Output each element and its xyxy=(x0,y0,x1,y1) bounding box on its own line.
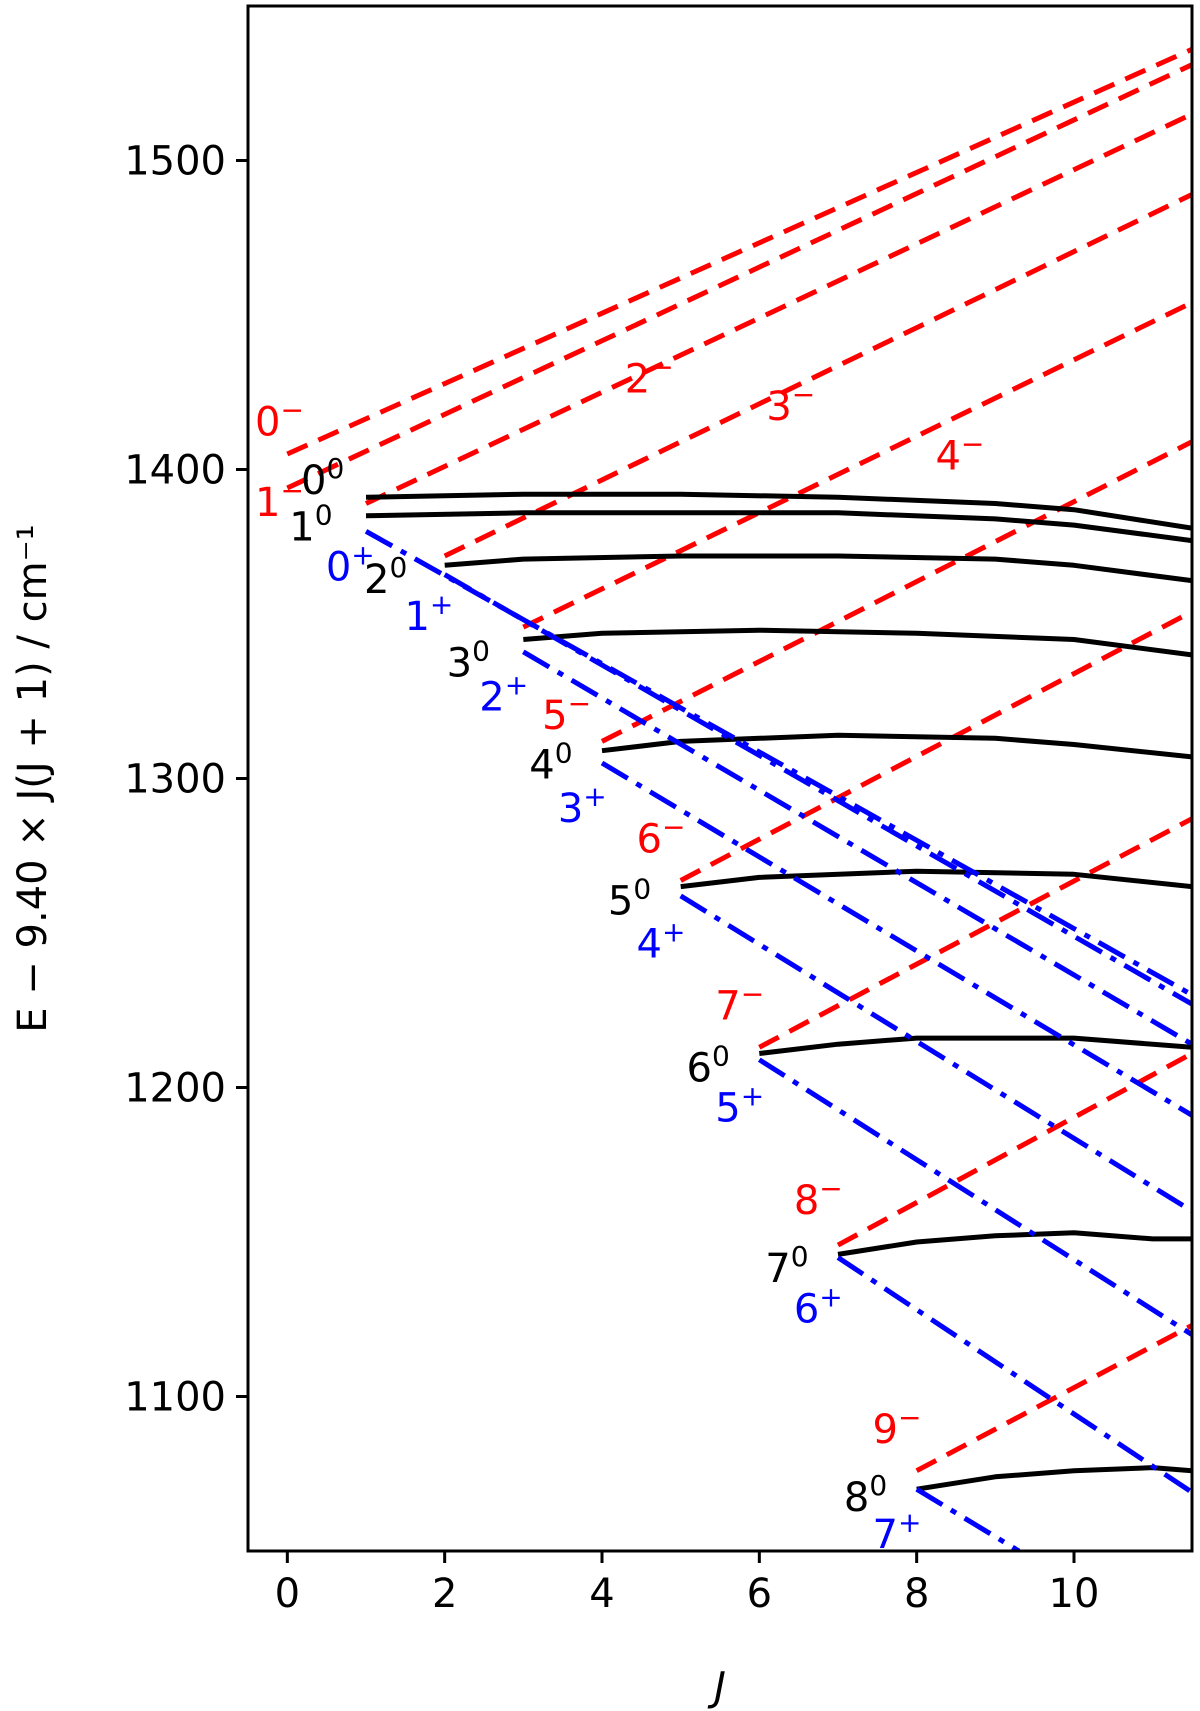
curve-label-zero-6: 60 xyxy=(687,1039,730,1091)
x-tick-label: 2 xyxy=(432,1571,457,1617)
series-minus-5 xyxy=(600,439,1192,744)
series-zero-5 xyxy=(680,868,1192,890)
series-minus-6 xyxy=(679,609,1192,883)
y-tick-label: 1100 xyxy=(124,1375,226,1421)
plot-frame xyxy=(246,4,1194,1553)
x-tick-label: 10 xyxy=(1049,1571,1100,1617)
series-minus-0 xyxy=(286,47,1192,457)
series-plus-5 xyxy=(757,1057,1192,1337)
curve-label-zero-2: 20 xyxy=(364,551,407,603)
x-tick-label: 4 xyxy=(589,1571,614,1617)
series-plus-2 xyxy=(522,649,1192,1047)
series-minus-2 xyxy=(364,111,1192,506)
x-tick-label: 0 xyxy=(275,1571,300,1617)
curve-label-plus-4: 4+ xyxy=(637,916,686,968)
curve-label-minus-5: 5− xyxy=(542,687,591,739)
y-tick-label: 1400 xyxy=(124,448,226,494)
series-plus-4 xyxy=(679,893,1192,1214)
x-axis-title: J xyxy=(707,1664,726,1710)
series-zero-4 xyxy=(601,732,1192,760)
series-zero-3 xyxy=(523,627,1192,658)
series-minus-9 xyxy=(915,1323,1192,1473)
curves-layer xyxy=(286,47,1192,1551)
curve-label-minus-8: 8− xyxy=(794,1172,843,1224)
series-plus-3 xyxy=(600,760,1192,1118)
series-zero-7 xyxy=(837,1230,1192,1257)
y-axis-title: E − 9.40 × J(J + 1) / cm⁻¹ xyxy=(10,524,56,1032)
series-plus-6 xyxy=(836,1255,1192,1495)
curve-label-plus-3: 3+ xyxy=(558,780,607,832)
series-zero-6 xyxy=(759,1035,1192,1056)
series-minus-7 xyxy=(758,816,1192,1050)
y-tick-label: 1300 xyxy=(124,757,226,803)
curve-label-zero-8: 80 xyxy=(844,1469,887,1521)
curve-label-plus-2: 2+ xyxy=(479,669,528,721)
curve-label-plus-1: 1+ xyxy=(404,588,453,640)
curve-label-plus-5: 5+ xyxy=(715,1080,764,1132)
y-tick-label: 1200 xyxy=(124,1066,226,1112)
curve-label-zero-4: 40 xyxy=(529,737,572,789)
curve-label-minus-0: 0− xyxy=(255,394,304,446)
series-plus-7 xyxy=(915,1487,1021,1551)
y-tick-label: 1500 xyxy=(124,139,226,185)
curve-label-minus-7: 7− xyxy=(715,978,764,1030)
series-zero-1 xyxy=(365,510,1192,544)
series-zero-2 xyxy=(444,553,1192,584)
x-axis-ticks: 0 2 4 6 8 10 xyxy=(275,1551,1100,1617)
y-axis-ticks: 1100 1200 1300 1400 1500 xyxy=(124,139,248,1421)
curve-label-minus-4: 4− xyxy=(935,428,984,480)
curve-label-zero-3: 30 xyxy=(447,635,490,687)
curve-label-plus-6: 6+ xyxy=(794,1280,843,1332)
curve-label-zero-1: 10 xyxy=(289,499,332,551)
series-minus-1 xyxy=(286,62,1192,491)
curve-label-zero-5: 50 xyxy=(608,873,651,925)
series-zero-8 xyxy=(916,1465,1192,1492)
curve-label-minus-3: 3− xyxy=(766,378,815,430)
curve-label-minus-1: 1− xyxy=(255,474,304,526)
curve-label-zero-0: 00 xyxy=(301,452,344,504)
curve-label-minus-6: 6− xyxy=(637,811,686,863)
curve-label-minus-9: 9− xyxy=(873,1401,922,1453)
curve-label-zero-7: 70 xyxy=(765,1240,808,1292)
series-minus-4 xyxy=(522,300,1192,630)
curve-label-plus-0: 0+ xyxy=(326,539,375,591)
series-zero-0 xyxy=(365,491,1192,531)
x-tick-label: 8 xyxy=(904,1571,929,1617)
series-plus-0 xyxy=(364,529,1192,997)
series-minus-3 xyxy=(443,192,1192,559)
x-tick-label: 6 xyxy=(747,1571,772,1617)
curve-label-minus-2: 2− xyxy=(625,350,674,402)
